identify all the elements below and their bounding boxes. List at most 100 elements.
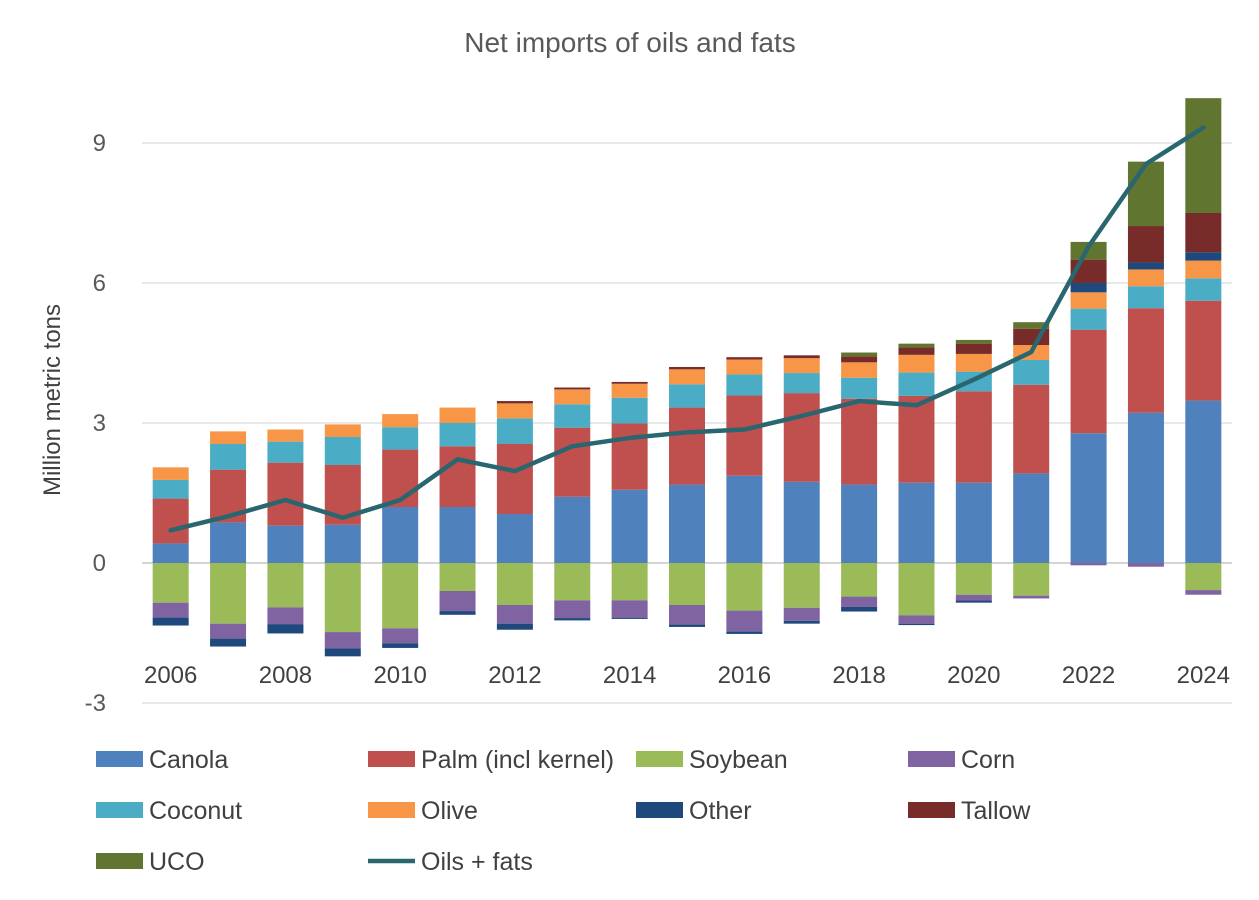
bar-other-2006 — [152, 617, 189, 626]
legend-swatch-palm-incl-kernel — [368, 751, 415, 767]
legend-label-olive: Olive — [421, 797, 478, 825]
bar-canola-2023 — [1127, 412, 1164, 563]
legend-swatch-tallow — [908, 802, 955, 818]
bar-tallow-2016 — [726, 357, 763, 360]
bar-coconut-2009 — [324, 436, 361, 465]
bar-soybean-2007 — [210, 563, 247, 624]
legend-swatch-coconut — [96, 802, 143, 818]
bar-coconut-2011 — [439, 422, 476, 447]
bar-palm-incl-kernel--2021 — [1013, 384, 1050, 474]
bar-coconut-2024 — [1185, 278, 1222, 301]
bar-uco-2023 — [1127, 161, 1164, 227]
bar-corn-2024 — [1185, 590, 1222, 595]
bar-corn-2023 — [1127, 563, 1164, 567]
bar-soybean-2014 — [611, 563, 648, 601]
bar-soybean-2006 — [152, 563, 189, 603]
bar-canola-2009 — [324, 524, 361, 563]
bar-tallow-2015 — [669, 366, 705, 370]
bar-canola-2006 — [152, 543, 189, 563]
bar-soybean-2024 — [1185, 563, 1222, 591]
bar-canola-2015 — [669, 484, 705, 563]
bar-olive-2013 — [554, 389, 591, 405]
y-tick-label: 3 — [93, 410, 106, 437]
bar-other-2024 — [1185, 252, 1222, 261]
bar-canola-2024 — [1185, 400, 1222, 563]
bar-corn-2009 — [324, 632, 361, 649]
bar-palm-incl-kernel--2023 — [1127, 308, 1164, 413]
bar-canola-2017 — [783, 481, 820, 563]
y-tick-label: 0 — [93, 550, 106, 577]
y-axis-label: Million metric tons — [39, 304, 66, 496]
bar-olive-2018 — [841, 362, 878, 378]
bar-other-2020 — [955, 600, 992, 603]
bar-coconut-2017 — [783, 373, 820, 394]
legend-swatch-canola — [96, 751, 143, 767]
bar-corn-2018 — [841, 596, 878, 607]
bar-coconut-2014 — [611, 397, 648, 424]
bar-corn-2016 — [726, 610, 763, 632]
legend-swatch-olive — [368, 802, 415, 818]
x-tick-label: 2012 — [488, 662, 541, 689]
bar-palm-incl-kernel--2016 — [726, 395, 763, 476]
bar-other-2015 — [669, 624, 705, 627]
bar-soybean-2018 — [841, 563, 878, 597]
bar-tallow-2020 — [955, 343, 992, 354]
bar-other-2012 — [496, 623, 533, 630]
bar-other-2011 — [439, 611, 476, 615]
bar-olive-2014 — [611, 383, 648, 398]
bar-other-2007 — [210, 638, 247, 647]
x-tick-label: 2024 — [1177, 662, 1230, 689]
bar-canola-2019 — [898, 482, 935, 563]
bar-canola-2011 — [439, 507, 476, 563]
bar-tallow-2023 — [1127, 226, 1164, 263]
bar-olive-2016 — [726, 359, 763, 375]
bar-uco-2018 — [841, 352, 878, 357]
bar-other-2016 — [726, 631, 763, 634]
bar-olive-2020 — [955, 353, 992, 372]
legend-label-oils-fats: Oils + fats — [421, 848, 533, 876]
legend-label-palm-incl-kernel: Palm (incl kernel) — [421, 746, 614, 774]
bar-soybean-2009 — [324, 563, 361, 633]
bar-soybean-2020 — [955, 563, 992, 595]
bar-canola-2008 — [267, 525, 304, 563]
legend-swatch-corn — [908, 751, 955, 767]
bar-other-2023 — [1127, 262, 1164, 270]
bar-olive-2007 — [210, 431, 247, 444]
legend-swatch-soybean — [636, 751, 683, 767]
bar-palm-incl-kernel--2018 — [841, 398, 878, 485]
bar-coconut-2021 — [1013, 359, 1050, 385]
bar-palm-incl-kernel--2020 — [955, 391, 992, 483]
x-tick-label: 2020 — [947, 662, 1000, 689]
bar-olive-2024 — [1185, 260, 1222, 279]
bar-olive-2015 — [669, 369, 705, 385]
bar-other-2019 — [898, 623, 935, 626]
bar-corn-2020 — [955, 594, 992, 601]
x-tick-label: 2022 — [1062, 662, 1115, 689]
bar-palm-incl-kernel--2013 — [554, 427, 591, 497]
bar-other-2008 — [267, 624, 304, 634]
bar-canola-2021 — [1013, 473, 1050, 563]
bar-other-2014 — [611, 618, 648, 619]
bar-canola-2010 — [382, 507, 419, 563]
y-tick-label: -3 — [85, 690, 106, 717]
x-tick-label: 2006 — [144, 662, 197, 689]
bar-olive-2010 — [382, 414, 419, 428]
bar-coconut-2010 — [382, 427, 419, 450]
bar-soybean-2013 — [554, 563, 591, 601]
x-tick-label: 2018 — [832, 662, 885, 689]
legend-label-coconut: Coconut — [149, 797, 242, 825]
bar-canola-2012 — [496, 514, 533, 563]
legend-swatch-uco — [96, 853, 143, 869]
bar-palm-incl-kernel--2006 — [152, 498, 189, 544]
bar-corn-2021 — [1013, 595, 1050, 599]
bar-tallow-2013 — [554, 387, 591, 390]
bar-uco-2020 — [955, 339, 992, 344]
bar-soybean-2019 — [898, 563, 935, 616]
bar-corn-2012 — [496, 605, 533, 624]
bar-olive-2011 — [439, 407, 476, 423]
bar-corn-2014 — [611, 600, 648, 619]
bar-coconut-2008 — [267, 441, 304, 463]
bar-canola-2013 — [554, 496, 591, 563]
